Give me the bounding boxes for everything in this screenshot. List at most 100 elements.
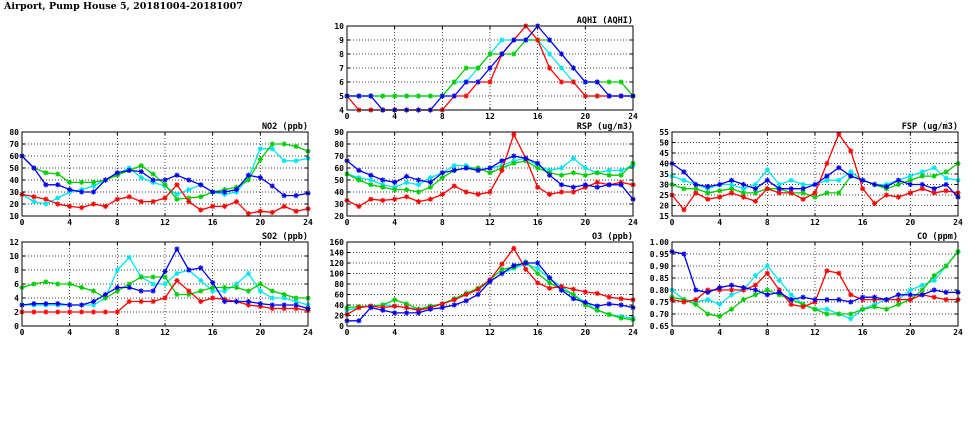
data-point: [728, 292, 735, 298]
data-point: [931, 190, 937, 196]
data-point: [895, 297, 902, 303]
data-point: [705, 289, 711, 295]
data-point: [931, 273, 937, 279]
data-point: [618, 182, 624, 188]
data-point: [824, 173, 830, 179]
data-point: [415, 199, 422, 205]
plot-frame: [21, 131, 309, 217]
data-point: [451, 297, 457, 303]
data-point: [439, 301, 445, 307]
y-tick-label: 5: [339, 92, 344, 101]
data-point: [427, 179, 434, 185]
y-tick-label: 30: [334, 200, 344, 209]
data-point: [198, 298, 204, 305]
data-point: [245, 211, 252, 217]
x-tick-label: 16: [533, 218, 543, 227]
data-point: [221, 203, 228, 209]
data-point: [618, 79, 624, 85]
data-point: [439, 191, 445, 197]
data-point: [871, 181, 878, 188]
data-point: [78, 189, 85, 195]
y-tick-label: 40: [9, 176, 19, 185]
data-point: [281, 305, 287, 312]
data-point: [860, 177, 866, 183]
y-tick-label: 80: [334, 140, 344, 149]
data-point: [824, 160, 830, 167]
data-point: [931, 287, 937, 293]
data-point: [233, 187, 240, 193]
data-point: [427, 175, 434, 181]
data-point: [138, 175, 144, 181]
data-point: [269, 183, 275, 189]
y-tick-label: 8: [339, 50, 344, 59]
data-point: [126, 167, 132, 173]
data-point: [740, 297, 747, 303]
x-tick-label: 12: [160, 328, 170, 337]
data-point: [907, 297, 913, 303]
x-tick-label: 24: [953, 328, 963, 337]
x-tick-label: 20: [581, 328, 591, 337]
data-point: [728, 177, 735, 183]
data-point: [860, 306, 866, 312]
data-point: [269, 209, 275, 215]
data-point: [162, 182, 168, 188]
data-point: [728, 306, 735, 312]
data-point: [752, 282, 759, 288]
rsp-series-1: [344, 158, 636, 195]
co-series-2: [669, 268, 961, 310]
data-point: [245, 172, 252, 178]
y-tick-label: 20: [9, 200, 19, 209]
data-point: [356, 167, 362, 173]
data-point: [78, 302, 85, 308]
data-point: [150, 177, 156, 183]
data-point: [618, 302, 624, 308]
data-point: [535, 265, 541, 271]
x-tick-label: 0: [20, 218, 25, 227]
y-tick-label: 10: [9, 252, 19, 261]
data-point: [752, 190, 759, 196]
data-point: [55, 281, 61, 287]
data-point: [67, 281, 73, 287]
y-tick-label: 55: [659, 128, 669, 137]
fsp-title: FSP (ug/m3): [902, 122, 958, 132]
data-point: [162, 281, 168, 287]
data-point: [499, 167, 505, 173]
data-point: [752, 287, 759, 293]
y-tick-label: 90: [334, 128, 344, 137]
data-point: [487, 51, 493, 57]
data-point: [705, 297, 711, 303]
y-tick-label: 60: [334, 164, 344, 173]
data-point: [860, 294, 866, 300]
data-point: [186, 291, 192, 298]
data-point: [114, 284, 120, 291]
x-tick-label: 8: [440, 112, 445, 121]
data-point: [848, 316, 854, 322]
data-point: [871, 200, 878, 206]
data-point: [812, 181, 818, 188]
data-point: [150, 281, 156, 287]
data-point: [895, 292, 902, 298]
y-tick-label: 70: [334, 152, 344, 161]
data-point: [162, 268, 168, 274]
y-tick-label: 40: [334, 301, 344, 310]
data-point: [800, 196, 806, 202]
data-point: [907, 190, 913, 196]
data-point: [570, 286, 577, 292]
data-point: [257, 175, 263, 181]
data-point: [582, 289, 588, 295]
data-point: [693, 301, 699, 307]
data-point: [824, 177, 830, 183]
data-point: [31, 165, 37, 171]
data-point: [764, 186, 770, 192]
rsp-series-3: [344, 153, 636, 202]
aqhi-series-3: [344, 23, 636, 113]
data-point: [871, 304, 878, 310]
data-point: [475, 286, 481, 292]
data-point: [221, 284, 228, 291]
y-tick-label: 20: [659, 202, 669, 211]
data-point: [403, 301, 410, 307]
data-point: [210, 295, 216, 301]
data-point: [523, 155, 529, 161]
data-point: [606, 93, 612, 99]
